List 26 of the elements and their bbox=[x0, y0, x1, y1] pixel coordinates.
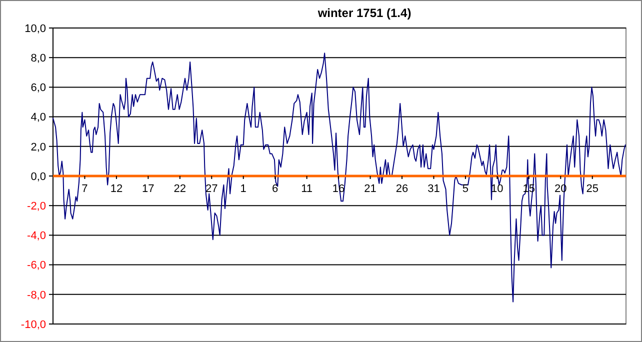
y-tick-label: 0,0 bbox=[30, 170, 46, 183]
y-tick-label: -6,0 bbox=[27, 260, 46, 272]
y-tick-label: 2,0 bbox=[30, 141, 46, 154]
y-tick-label: 6,0 bbox=[30, 82, 46, 94]
line-series bbox=[52, 52, 626, 302]
x-tick-label: 12 bbox=[110, 183, 123, 195]
y-tick-label: -4,0 bbox=[27, 230, 46, 242]
x-tick-label: 21 bbox=[364, 183, 376, 195]
y-tick-label: 8,0 bbox=[30, 52, 46, 64]
y-tick-label: -10,0 bbox=[20, 318, 46, 331]
x-tick-label: 26 bbox=[396, 183, 408, 195]
x-tick-label: 27 bbox=[206, 183, 218, 195]
x-tick-label: 11 bbox=[301, 183, 313, 195]
x-tick-label: 6 bbox=[272, 183, 278, 195]
y-tick-label: 4,0 bbox=[30, 112, 46, 124]
x-tick-label: 5 bbox=[462, 183, 469, 195]
x-tick-label: 31 bbox=[428, 183, 440, 195]
y-tick-label: -2,0 bbox=[27, 200, 46, 212]
y-tick-label: -8,0 bbox=[27, 289, 46, 302]
y-tick-label: 10,0 bbox=[24, 22, 46, 35]
chart-title: winter 1751 (1.4) bbox=[316, 6, 412, 20]
x-tick-label: 17 bbox=[142, 183, 154, 195]
x-tick-label: 25 bbox=[586, 183, 598, 195]
x-tick-label: 22 bbox=[174, 183, 186, 195]
x-tick-label: 7 bbox=[82, 183, 88, 195]
x-tick-label: 1 bbox=[240, 183, 246, 195]
